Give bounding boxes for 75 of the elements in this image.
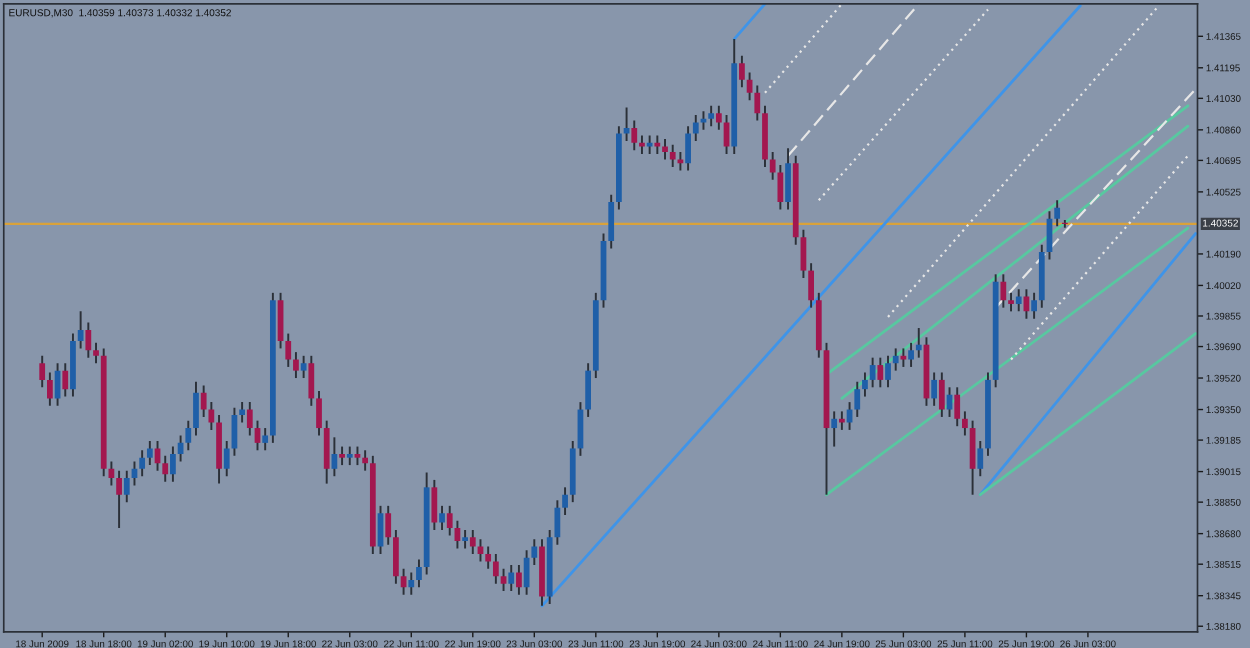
candlestick	[1015, 288, 1022, 313]
candlestick	[116, 469, 122, 530]
candlestick	[662, 138, 668, 161]
candlestick	[762, 104, 768, 168]
candlestick	[708, 104, 715, 128]
candlestick	[239, 401, 245, 424]
candlestick	[39, 354, 46, 389]
candlestick	[677, 151, 684, 172]
candlestick	[785, 147, 791, 211]
candlestick	[908, 341, 914, 368]
candlestick	[869, 356, 876, 389]
candlestick	[623, 106, 630, 142]
candlestick	[862, 371, 868, 398]
candlestick	[1000, 273, 1007, 309]
candlestick	[300, 354, 307, 380]
candlestick	[608, 193, 615, 250]
candlestick	[47, 371, 53, 407]
candlestick	[500, 567, 507, 593]
candlestick	[316, 390, 322, 437]
candlestick	[139, 449, 146, 478]
candlestick	[915, 327, 922, 359]
candlestick	[431, 478, 438, 531]
candlestick	[508, 564, 515, 593]
candlestick	[977, 440, 984, 478]
candlestick	[485, 545, 492, 570]
candlestick	[585, 362, 592, 418]
candlestick	[346, 445, 353, 467]
candlestick	[715, 104, 722, 131]
candlestick	[246, 401, 253, 437]
candlestick	[723, 114, 730, 155]
candlestick	[1054, 199, 1061, 228]
candlestick	[339, 445, 345, 467]
candlestick	[323, 419, 330, 485]
candlestick	[62, 362, 69, 398]
candlestick	[739, 54, 745, 89]
candlestick	[216, 414, 222, 485]
candlestick	[123, 469, 130, 504]
candlestick	[900, 347, 907, 368]
candlestick	[931, 371, 938, 407]
candlestick	[562, 486, 568, 517]
candlestick	[408, 571, 415, 596]
candlestick	[393, 528, 399, 585]
candlestick	[469, 528, 476, 555]
candlestick	[962, 410, 968, 437]
candlestick	[654, 134, 661, 155]
candlestick	[877, 356, 884, 389]
candlestick	[77, 310, 84, 350]
candlestick	[892, 347, 899, 372]
candlestick	[669, 143, 676, 168]
candlestick	[416, 558, 422, 589]
candlestick	[170, 445, 176, 483]
candlestick	[938, 371, 945, 418]
candlestick	[146, 440, 153, 467]
candlestick	[262, 427, 269, 452]
candlestick	[193, 380, 199, 437]
candlestick	[308, 354, 315, 407]
candlestick	[692, 114, 699, 142]
candlestick	[516, 564, 522, 596]
candlestick	[954, 386, 961, 428]
candlestick	[1008, 291, 1014, 313]
candlestick	[354, 445, 361, 467]
candlestick	[492, 553, 499, 585]
candlestick	[293, 351, 299, 380]
candlestick	[439, 504, 445, 531]
candlestick	[808, 262, 814, 309]
candlestick	[93, 341, 99, 365]
candlestick	[646, 134, 653, 155]
candlestick	[462, 528, 468, 550]
candlestick	[685, 125, 691, 172]
candlestick	[831, 410, 838, 448]
candlestick	[385, 504, 392, 546]
candlestick	[362, 449, 369, 472]
candlestick	[639, 134, 645, 155]
candlestick	[1031, 291, 1037, 320]
candlestick	[885, 354, 891, 389]
